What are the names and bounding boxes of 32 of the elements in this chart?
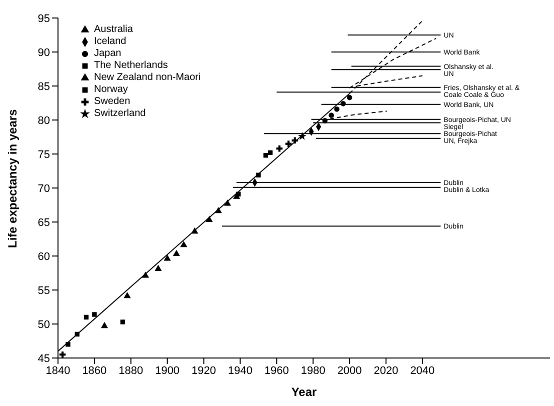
legend-label: Sweden	[94, 96, 130, 108]
legend-label: New Zealand non-Maori	[94, 72, 201, 84]
y-tick-label: 65	[38, 216, 50, 229]
y-tick-label: 60	[38, 250, 50, 263]
legend-label: Japan	[94, 48, 122, 60]
x-tick-label: 2020	[374, 364, 398, 377]
x-tick-label: 1860	[82, 364, 107, 377]
y-tick-label: 95	[38, 12, 50, 25]
y-tick-label: 75	[38, 148, 50, 161]
legend-label: Australia	[94, 24, 133, 36]
x-tick-label: 1880	[118, 364, 144, 377]
y-tick-label: 70	[38, 182, 50, 195]
x-axis-title: Year	[291, 385, 318, 399]
y-tick-label: 45	[38, 352, 50, 365]
x-tick-label: 1980	[300, 364, 326, 377]
x-tick-label: 2040	[410, 364, 435, 377]
y-tick-label: 80	[38, 114, 50, 127]
y-tick-label: 50	[38, 318, 50, 331]
y-tick-label: 55	[38, 284, 50, 297]
y-tick-label: 85	[38, 80, 50, 93]
x-tick-label: 2000	[337, 364, 362, 377]
x-tick-label: 1940	[228, 364, 252, 377]
legend-label: Iceland	[94, 36, 126, 48]
x-tick-label: 1920	[192, 364, 216, 377]
x-tick-label: 1960	[264, 364, 289, 377]
legend-label: Switzerland	[94, 108, 146, 120]
x-tick-label: 1840	[46, 364, 70, 377]
legend-label: The Netherlands	[94, 60, 168, 72]
y-tick-label: 90	[38, 46, 50, 59]
legend-label: Norway	[94, 84, 128, 96]
x-tick-label: 1900	[155, 364, 180, 377]
y-axis-title: Life expectancy in years	[5, 108, 20, 248]
